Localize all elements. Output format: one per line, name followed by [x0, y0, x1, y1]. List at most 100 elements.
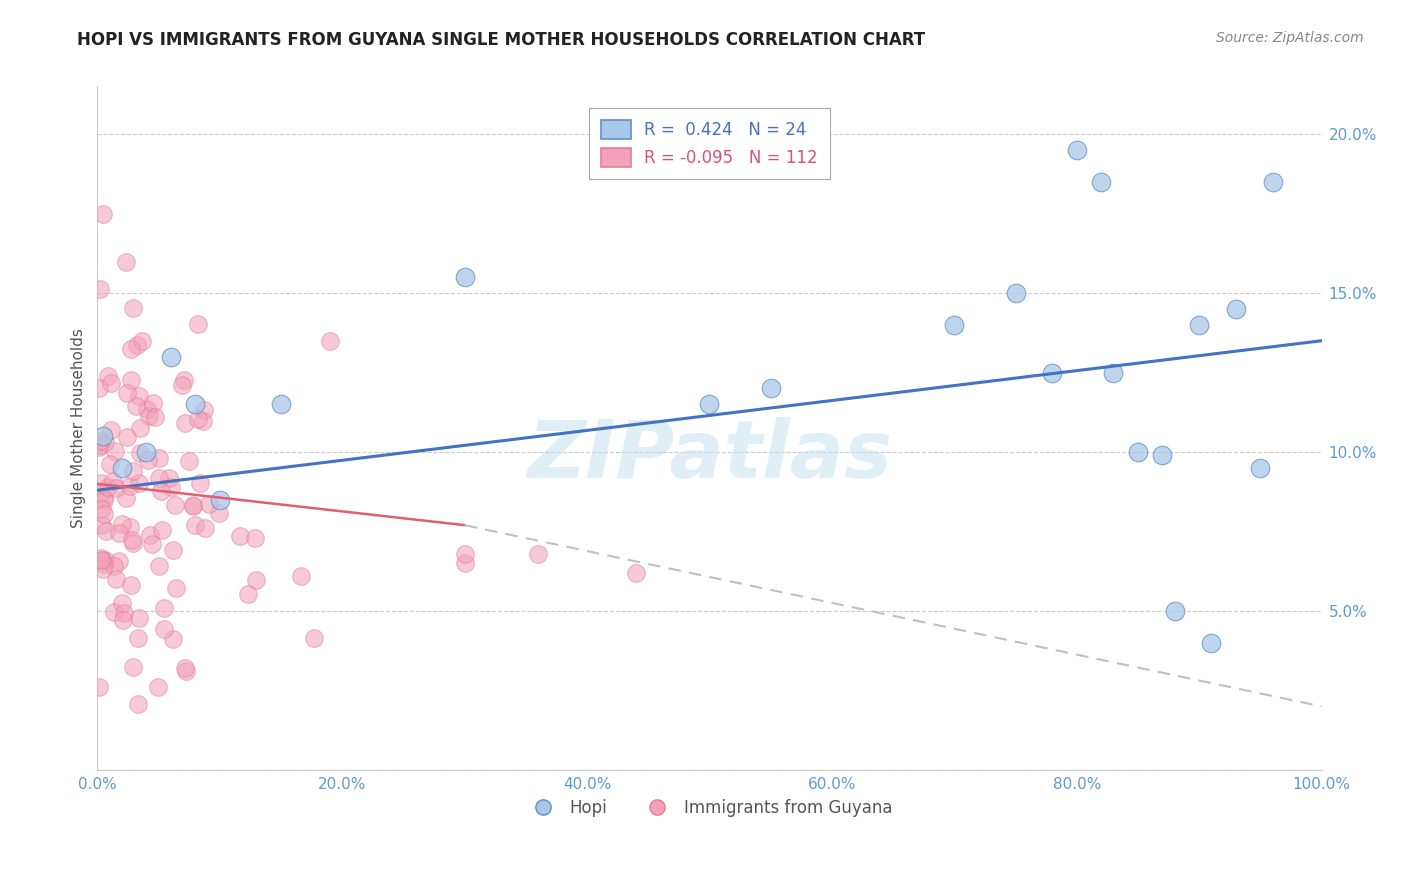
Point [173, 416, 195, 430]
Point [111, 461, 134, 475]
Point [122, 660, 145, 674]
Point [136, 453, 159, 467]
Point [93, 490, 115, 504]
Point [90, 553, 112, 567]
Point [943, 318, 966, 332]
Point [120, 479, 142, 493]
Point [90, 553, 112, 567]
Point [453, 557, 475, 571]
Point [142, 396, 165, 410]
Point [453, 270, 475, 285]
Point [699, 397, 721, 411]
Point [108, 554, 131, 568]
Point [138, 409, 160, 423]
Point [162, 632, 184, 646]
Point [1040, 366, 1063, 380]
Point [153, 622, 176, 636]
Point [157, 471, 180, 485]
Point [104, 572, 127, 586]
Point [93, 429, 115, 443]
Point [141, 537, 163, 551]
Point [160, 480, 183, 494]
Point [93, 508, 115, 522]
Point [104, 443, 127, 458]
Point [91, 561, 114, 575]
Point [245, 573, 267, 587]
Point [90, 501, 112, 516]
Point [1249, 461, 1271, 475]
Point [172, 378, 194, 392]
Point [208, 506, 231, 520]
Point [121, 535, 143, 549]
Point [150, 483, 173, 498]
Point [98, 457, 121, 471]
Point [100, 376, 122, 390]
Point [135, 445, 157, 459]
Point [198, 497, 221, 511]
Point [103, 606, 125, 620]
Point [1102, 366, 1125, 380]
Point [193, 520, 215, 534]
Point [181, 498, 204, 512]
Point [89, 440, 111, 454]
Point [121, 464, 143, 478]
Point [94, 435, 117, 450]
Point [122, 301, 145, 315]
Point [127, 697, 149, 711]
Point [93, 557, 115, 571]
Point [187, 412, 209, 426]
Point [94, 553, 117, 567]
Point [1188, 318, 1211, 332]
Point [118, 520, 141, 534]
Point [174, 660, 197, 674]
Point [111, 596, 134, 610]
Point [128, 611, 150, 625]
Point [188, 475, 211, 490]
Point [1261, 175, 1284, 189]
Point [165, 581, 187, 595]
Point [1126, 445, 1149, 459]
Point [87, 680, 110, 694]
Point [1163, 604, 1185, 618]
Point [131, 334, 153, 348]
Point [759, 381, 782, 395]
Point [162, 543, 184, 558]
Point [90, 551, 112, 566]
Point [94, 524, 117, 538]
Y-axis label: Single Mother Households: Single Mother Households [72, 328, 86, 528]
Point [89, 434, 111, 449]
Point [128, 389, 150, 403]
Point [89, 282, 111, 296]
Legend: Hopi, Immigrants from Guyana: Hopi, Immigrants from Guyana [520, 792, 900, 823]
Point [1201, 636, 1223, 650]
Point [159, 350, 181, 364]
Point [139, 528, 162, 542]
Point [100, 423, 122, 437]
Point [1090, 175, 1112, 189]
Point [176, 664, 198, 678]
Point [1066, 143, 1088, 157]
Point [120, 343, 142, 357]
Point [114, 491, 136, 506]
Point [181, 499, 204, 513]
Point [527, 547, 550, 561]
Point [191, 414, 214, 428]
Point [208, 492, 231, 507]
Point [120, 578, 142, 592]
Point [112, 613, 135, 627]
Point [1225, 301, 1247, 316]
Point [128, 421, 150, 435]
Point [115, 255, 138, 269]
Point [90, 517, 112, 532]
Point [125, 399, 148, 413]
Point [148, 451, 170, 466]
Point [148, 471, 170, 485]
Point [97, 480, 120, 494]
Point [302, 631, 325, 645]
Point [245, 531, 267, 545]
Point [184, 397, 207, 411]
Point [120, 373, 142, 387]
Text: Source: ZipAtlas.com: Source: ZipAtlas.com [1216, 31, 1364, 45]
Point [290, 569, 312, 583]
Point [184, 517, 207, 532]
